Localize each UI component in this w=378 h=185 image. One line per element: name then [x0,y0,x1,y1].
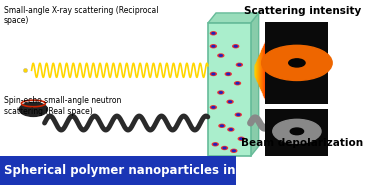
FancyBboxPatch shape [265,109,328,156]
Circle shape [227,73,230,75]
Text: Spin-echo small-angle neutron
scattering (Real space): Spin-echo small-angle neutron scattering… [4,96,121,116]
Circle shape [231,149,237,152]
Circle shape [232,150,235,152]
Text: Beam depolarization: Beam depolarization [242,138,364,148]
Circle shape [218,91,224,94]
Circle shape [222,147,228,149]
Circle shape [238,137,244,140]
Text: Spherical polymer nanoparticles in D₂O: Spherical polymer nanoparticles in D₂O [4,164,264,177]
Circle shape [223,147,226,149]
Circle shape [289,59,305,67]
Circle shape [240,138,243,139]
Circle shape [212,143,218,146]
Circle shape [212,33,215,34]
Circle shape [228,128,234,131]
Circle shape [237,114,240,115]
Circle shape [229,129,232,130]
Circle shape [219,55,222,56]
Circle shape [211,106,216,109]
Circle shape [229,101,232,102]
Text: Scattering intensity: Scattering intensity [244,6,361,16]
Circle shape [212,46,215,47]
FancyBboxPatch shape [265,22,328,104]
Circle shape [219,124,225,127]
Circle shape [218,54,224,57]
Polygon shape [251,13,259,156]
Circle shape [235,82,240,85]
Circle shape [238,64,241,65]
Circle shape [225,73,231,75]
Circle shape [235,113,241,116]
Circle shape [211,45,216,48]
Circle shape [212,107,215,108]
FancyBboxPatch shape [208,23,251,156]
Circle shape [227,100,233,103]
Circle shape [236,63,242,66]
Circle shape [19,102,48,116]
Circle shape [236,83,239,84]
Circle shape [220,125,223,127]
Text: Small-angle X-ray scattering (Reciprocal
space): Small-angle X-ray scattering (Reciprocal… [4,6,158,25]
Circle shape [262,45,332,80]
Circle shape [234,46,237,47]
Circle shape [214,144,217,145]
FancyBboxPatch shape [0,156,235,185]
Circle shape [219,92,222,93]
Circle shape [290,128,304,135]
Circle shape [233,45,239,48]
Circle shape [212,73,215,75]
Circle shape [211,32,216,35]
Circle shape [211,73,216,75]
Polygon shape [208,13,259,23]
Circle shape [273,119,321,143]
